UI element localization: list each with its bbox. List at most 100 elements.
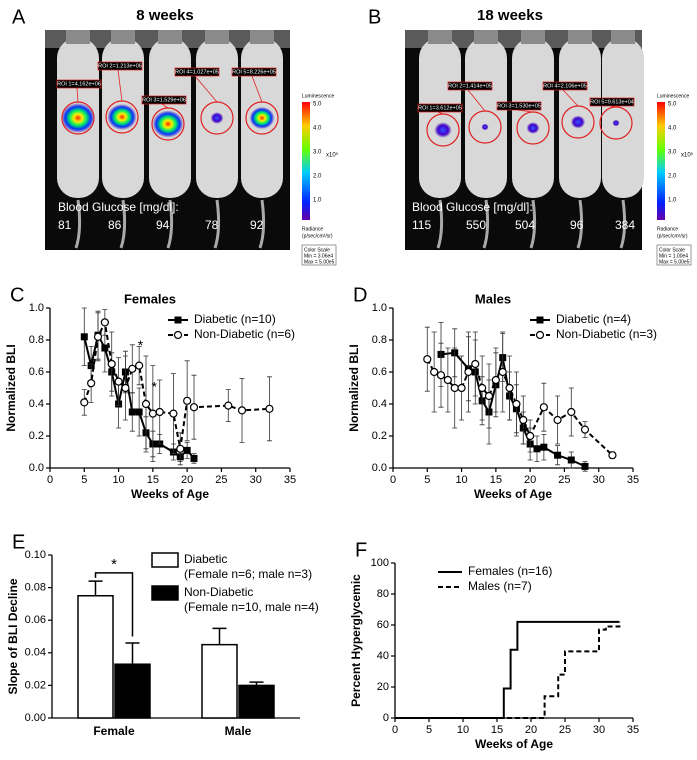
colorbar-title: Luminescence: [657, 93, 689, 99]
nose-cone: [474, 30, 498, 44]
legend-label: Non-Diabetic (n=3): [556, 327, 657, 341]
legend-label: Males (n=7): [468, 579, 532, 593]
colorbar-unit: x10⁵: [681, 152, 694, 159]
annotation: *: [152, 379, 158, 395]
y-tick-label: 0.0: [372, 462, 387, 474]
glucose-label: Blood Glucose [mg/dl]:: [412, 200, 533, 214]
x-tick-label: 35: [627, 474, 639, 486]
marker: [553, 415, 562, 425]
glucose-label: Blood Glucose [mg/dl]:: [58, 200, 179, 214]
y-tick-label: 0.2: [29, 430, 44, 442]
panel-label: B: [368, 6, 381, 28]
colorbar-tick: 5.0: [668, 102, 677, 108]
colorbar-tick: 3.0: [668, 150, 677, 156]
colorbar: [657, 102, 665, 220]
legend-swatch: [151, 552, 179, 568]
marker: [423, 355, 432, 364]
panel-title: 18 weeks: [477, 7, 543, 24]
marker: [107, 359, 116, 369]
roi-label: ROI 5=9.613e+04: [590, 99, 634, 105]
roi-label-box: [542, 81, 588, 91]
marker: [512, 399, 521, 409]
x-axis-title: Weeks of Age: [475, 737, 553, 751]
mouse-body: [419, 38, 461, 198]
marker: [135, 408, 143, 416]
significance-bracket: [94, 572, 134, 637]
glucose-value: 86: [108, 218, 122, 232]
roi-leader: [194, 75, 218, 103]
glucose-value: 504: [515, 218, 535, 232]
marker: [80, 333, 88, 341]
nose-cone: [66, 30, 90, 44]
colorbar: [302, 102, 310, 220]
x-tick-label: 15: [147, 474, 159, 486]
legend-label: Non-Diabetic (n=6): [194, 327, 295, 341]
marker: [539, 403, 548, 412]
roi-label-box: [231, 67, 277, 77]
x-tick-label: 25: [215, 474, 227, 486]
roi-label: ROI 3=1.530e+05: [497, 103, 541, 109]
nose-cone: [250, 30, 274, 44]
mouse-tail: [119, 199, 127, 249]
mouse-body: [465, 38, 507, 198]
marker: [580, 425, 590, 434]
x-tick-label: 5: [81, 474, 87, 486]
x-tick-label: 0: [392, 724, 398, 736]
y-tick-label: 0.00: [25, 712, 46, 724]
radiance-unit: (p/sec/cm²/sr): [657, 233, 688, 239]
y-tick-label: 0.6: [372, 366, 387, 378]
y-tick-label: 0.4: [372, 398, 387, 410]
marker: [189, 403, 199, 412]
marker: [526, 431, 535, 441]
x-tick-label: 10: [112, 474, 124, 486]
panel-label: A: [12, 6, 26, 28]
glucose-value: 78: [205, 218, 219, 232]
marker: [169, 409, 178, 418]
marker: [121, 383, 130, 393]
marker: [100, 318, 109, 327]
mouse-tail: [213, 199, 221, 249]
legend-note: (Female n=10, male n=4): [184, 600, 319, 614]
x-tick-label: 25: [559, 724, 571, 736]
bli-signal: [612, 119, 620, 127]
bli-signal: [570, 115, 586, 129]
marker: [93, 332, 103, 341]
mouse-body: [602, 38, 644, 198]
bli-signal: [61, 103, 95, 133]
mouse-tail: [258, 199, 266, 249]
y-tick-label: 0.06: [25, 614, 46, 626]
marker: [148, 409, 157, 418]
roi-label: ROI 3=1.529e+06: [142, 97, 186, 103]
x-tick-label: 35: [284, 474, 296, 486]
y-axis-title: Normalized BLI: [4, 344, 18, 431]
color-scale: Color Scale: [304, 247, 330, 253]
marker: [141, 399, 151, 409]
y-axis-title: Normalized BLI: [347, 344, 361, 431]
marker: [519, 415, 528, 425]
radiance: Radiance: [657, 226, 678, 232]
y-tick-label: 0.0: [29, 462, 44, 474]
nose-cone: [111, 30, 135, 44]
roi-leader: [251, 75, 263, 103]
marker: [174, 316, 182, 324]
mouse-tail: [436, 199, 444, 249]
bli-signal: [152, 110, 184, 138]
marker: [536, 316, 544, 324]
marker: [540, 443, 548, 451]
panel-title: 8 weeks: [136, 7, 194, 24]
y-tick-label: 1.0: [372, 302, 387, 314]
marker: [128, 408, 136, 416]
series-line: [395, 621, 621, 719]
x-tick-label: 30: [593, 724, 605, 736]
x-tick-label: 5: [424, 474, 430, 486]
x-tick-label: 20: [181, 474, 193, 486]
bli-signal: [107, 103, 137, 131]
marker: [581, 462, 589, 470]
roi-leader: [467, 89, 486, 112]
colorbar-tick: 4.0: [668, 126, 677, 132]
color-scale-box: [656, 244, 692, 266]
roi-label: ROI 1=4.162e+06: [57, 81, 101, 87]
marker: [567, 456, 575, 464]
marker: [478, 383, 487, 393]
x-tick-label: 35: [627, 724, 639, 736]
